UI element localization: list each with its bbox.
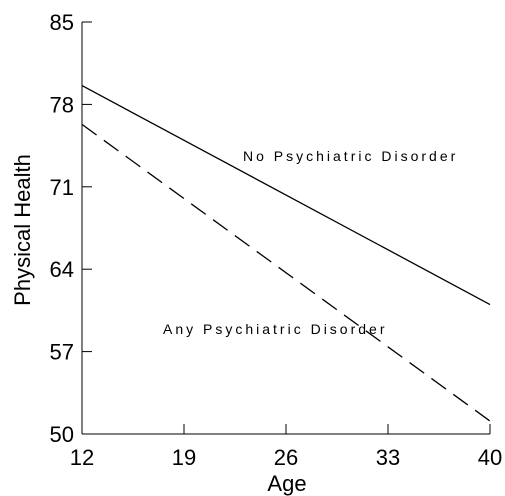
y-tick-label: 57: [50, 340, 74, 365]
series-label-no-disorder: No Psychiatric Disorder: [243, 148, 458, 164]
x-tick-label: 12: [70, 445, 94, 470]
axes: [81, 22, 490, 435]
series-line-no-disorder: [81, 84, 491, 306]
y-ticks: 50 57 64 71 78 85: [50, 10, 92, 447]
y-axis-title: Physical Health: [10, 154, 35, 306]
series-lines: [81, 84, 491, 422]
y-tick-label: 71: [50, 175, 74, 200]
y-tick-label: 50: [50, 422, 74, 447]
y-tick-label: 85: [50, 10, 74, 35]
series-line-any-disorder: [81, 123, 491, 422]
y-tick-label: 78: [50, 92, 74, 117]
x-tick-label: 26: [274, 445, 298, 470]
series-label-any-disorder: Any Psychiatric Disorder: [163, 321, 388, 337]
x-axis-title: Age: [267, 471, 306, 496]
y-tick-label: 64: [50, 257, 74, 282]
x-tick-label: 40: [478, 445, 502, 470]
x-ticks: 12 19 26 33 40: [70, 424, 502, 470]
x-tick-label: 19: [172, 445, 196, 470]
x-tick-label: 33: [376, 445, 400, 470]
